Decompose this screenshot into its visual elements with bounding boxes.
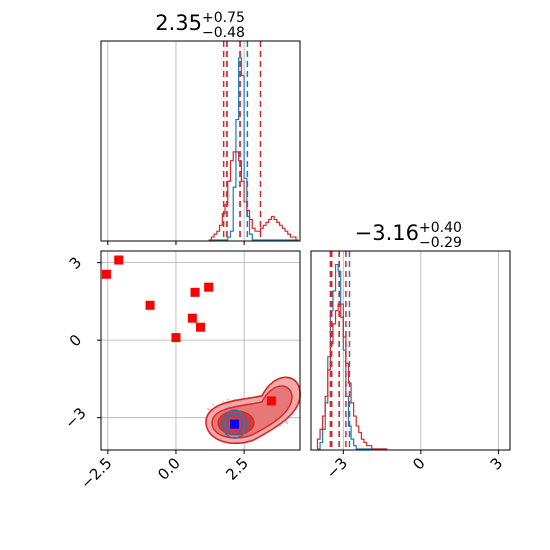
marginal-y-frame [310, 250, 511, 451]
marginal-x-title-upper: +0.75 [202, 10, 245, 26]
marginal-x-title: 2.35 +0.75 −0.48 [155, 10, 245, 41]
marginal-x-title-lower: −0.48 [202, 25, 245, 41]
marginal-y-tick-label: 3 [487, 454, 506, 473]
marginal-x-histogram-series-1 [208, 57, 299, 241]
joint-y-tick-label: 0 [66, 331, 85, 350]
joint-x-tick-label: −2.5 [77, 454, 115, 492]
marginal-x-frame [100, 40, 301, 242]
joint-red-square-marker [204, 282, 214, 292]
joint-sample-point [208, 408, 211, 411]
joint-panel: −2.5 0.0 2.5 −3 0 3 [61, 250, 301, 493]
joint-sample-point [212, 403, 215, 406]
joint-red-square-marker [266, 396, 276, 406]
joint-red-square-marker [190, 287, 200, 297]
joint-frame [100, 250, 301, 451]
joint-density-contour-blue-outer [221, 409, 248, 439]
joint-red-square-marker [114, 255, 124, 265]
marginal-y-title-value: −3.16 [355, 221, 419, 245]
marginal-y-panel: −3.16 +0.40 −0.29 −3 0 3 [310, 220, 511, 482]
joint-red-square-marker [171, 333, 181, 343]
joint-density-contour-blue-inner [225, 413, 244, 435]
marginal-y-histogram-series-1 [317, 263, 388, 450]
joint-sample-point [227, 398, 230, 401]
joint-sample-point [285, 420, 288, 423]
joint-red-square-marker [145, 300, 155, 310]
marginal-x-histogram-series-2 [208, 151, 299, 241]
joint-red-square-marker [187, 313, 197, 323]
marginal-y-histogram-series-2 [316, 303, 388, 450]
marginal-y-tick-label: −3 [323, 454, 351, 482]
joint-red-square-marker [196, 322, 205, 332]
joint-y-tick-label: −3 [61, 404, 89, 432]
joint-sample-point [207, 407, 209, 410]
marginal-y-title-lower: −0.29 [419, 235, 462, 251]
joint-x-tick-label: 0.0 [154, 454, 184, 484]
joint-sample-point [286, 422, 288, 425]
joint-red-square-marker [101, 269, 111, 279]
marginal-y-title: −3.16 +0.40 −0.29 [355, 220, 462, 251]
marginal-x-title-value: 2.35 [155, 11, 202, 35]
marginal-x-panel: 2.35 +0.75 −0.48 [100, 10, 301, 245]
joint-y-tick-label: 3 [66, 253, 85, 272]
joint-x-tick-label: 2.5 [222, 454, 252, 484]
joint-sample-point [222, 400, 225, 403]
joint-blue-square-marker [230, 419, 240, 429]
marginal-y-title-upper: +0.40 [419, 220, 462, 236]
marginal-y-tick-label: 0 [409, 454, 428, 473]
